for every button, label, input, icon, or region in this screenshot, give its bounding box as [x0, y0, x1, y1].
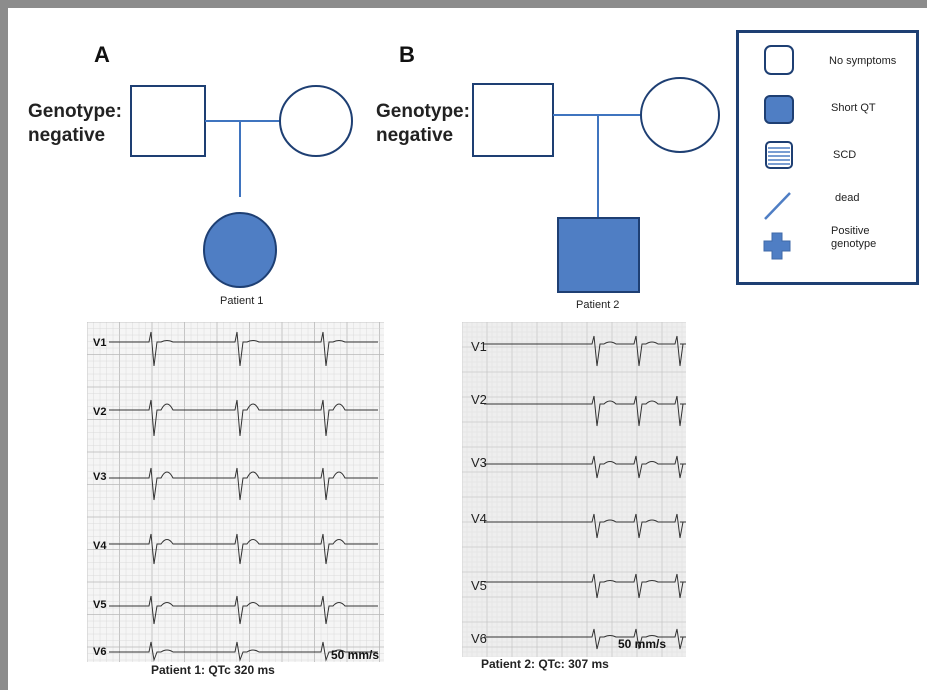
ecg-lead-trace	[109, 399, 378, 437]
ecg-lead-trace	[484, 628, 686, 650]
filled-square-icon	[764, 95, 794, 124]
panel-a-mother-circle	[279, 85, 353, 157]
legend-label-short-qt: Short QT	[831, 102, 876, 114]
pedigree-diagrams	[130, 77, 720, 293]
ecg-lead-trace	[484, 573, 686, 599]
panel-a-genotype: Genotype: negative	[28, 100, 122, 148]
legend-label-scd: SCD	[833, 149, 857, 161]
ecg1-paper-speed: 50 mm/s	[331, 648, 380, 662]
ecg1-lead-v3: V3	[93, 471, 107, 483]
empty-square-icon	[764, 45, 794, 75]
legend-label-positive-genotype: Positive genotype	[831, 225, 876, 251]
ecg-lead-trace	[484, 455, 686, 479]
ecg-lead-trace	[109, 331, 378, 367]
genotype-line2: negative	[376, 125, 454, 146]
ecg1-lead-v5: V5	[93, 599, 107, 611]
ecg2-lead-v2: V2	[471, 392, 487, 407]
ecg1-caption: Patient 1: QTc 320 ms	[151, 663, 275, 677]
panel-b-mother-circle	[640, 77, 720, 153]
plus-cross-icon	[763, 232, 791, 260]
ecg1-lead-v6: V6	[93, 646, 107, 658]
ecg-traces	[484, 335, 686, 650]
ecg2-lead-v5: V5	[471, 578, 487, 593]
panel-b-father-square	[472, 83, 554, 157]
legend-label-line1: Positive	[831, 225, 870, 237]
legend-label-line2: genotype	[831, 238, 877, 250]
legend-box: No symptoms Short QT SCD dead Positive g…	[736, 30, 919, 285]
legend-label-no-symptoms: No symptoms	[829, 55, 897, 67]
ecg2-lead-v1: V1	[471, 339, 487, 354]
panel-b-label: B	[399, 42, 415, 67]
ecg-lead-trace	[484, 335, 686, 367]
ecg1-lead-v4: V4	[93, 540, 107, 552]
panel-b-patient-square	[557, 217, 640, 293]
slash-line-icon	[764, 192, 791, 220]
ecg-traces	[109, 331, 378, 662]
ecg2-lead-v4: V4	[471, 511, 487, 526]
panel-a-label: A	[94, 42, 110, 67]
ecg-strip-patient-2	[462, 322, 686, 657]
ecg-lead-trace	[484, 395, 686, 427]
ecg-lead-trace	[109, 467, 378, 501]
ecg-lead-trace	[109, 595, 378, 625]
genotype-line1: Genotype:	[376, 101, 470, 122]
ecg2-lead-v3: V3	[471, 455, 487, 470]
panel-a-father-square	[130, 85, 206, 157]
ecg-lead-trace	[109, 533, 378, 565]
legend-label-dead: dead	[835, 192, 860, 204]
ecg-strip-patient-1	[87, 322, 384, 662]
panel-a-patient-circle	[203, 212, 277, 288]
ecg1-lead-v2: V2	[93, 406, 107, 418]
legend-symbols	[763, 45, 794, 260]
genotype-line2: negative	[28, 125, 106, 146]
ecg1-lead-v1: V1	[93, 337, 107, 349]
ecg2-lead-v6: V6	[471, 631, 487, 646]
striped-square-icon	[765, 141, 793, 169]
ecg2-caption: Patient 2: QTc: 307 ms	[481, 657, 609, 671]
ecg-lead-trace	[484, 513, 686, 539]
patient-2-label: Patient 2	[576, 299, 620, 311]
ecg2-paper-speed: 50 mm/s	[618, 637, 667, 651]
ecg-lead-trace	[109, 641, 378, 662]
panel-b-genotype: Genotype: negative	[376, 100, 470, 148]
ecg-grid	[462, 322, 686, 657]
patient-1-label: Patient 1	[220, 295, 264, 307]
genotype-line1: Genotype:	[28, 101, 122, 122]
